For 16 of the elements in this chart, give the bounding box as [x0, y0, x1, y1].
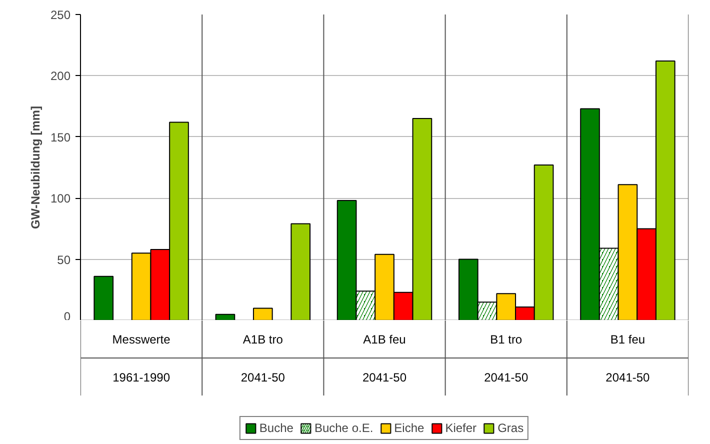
y-tick-label: 50 — [57, 252, 71, 267]
legend-label: Buche — [259, 421, 294, 435]
legend-label: Buche o.E. — [314, 421, 374, 435]
category-label: B1 feu 2041-50 — [606, 332, 650, 384]
category-label: A1B tro 2041-50 — [240, 332, 285, 384]
y-tick-label: 100 — [50, 192, 71, 206]
category-label: A1B feu 2041-50 — [362, 332, 407, 384]
y-axis-title: GW-Neubildung [mm] — [28, 106, 42, 230]
y-tick-label: 250 — [50, 8, 71, 22]
legend-label: Gras — [498, 421, 524, 435]
category-label: Messwerte 1961-1990 — [112, 332, 170, 384]
legend-label: Kiefer — [445, 421, 477, 435]
y-tick-label: 150 — [50, 130, 71, 144]
category-label: B1 tro 2041-50 — [484, 332, 528, 384]
y-tick-label: 200 — [50, 69, 71, 84]
legend-label: Eiche — [394, 421, 424, 435]
